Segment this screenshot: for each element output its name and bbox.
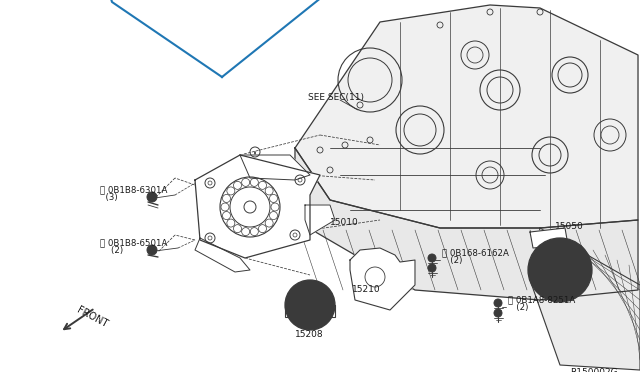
Circle shape <box>428 254 436 262</box>
Circle shape <box>147 245 157 255</box>
Text: (2): (2) <box>442 256 462 265</box>
Text: 15208: 15208 <box>295 330 324 339</box>
Text: Ⓑ 0B1B8-6501A: Ⓑ 0B1B8-6501A <box>100 238 168 247</box>
Circle shape <box>494 299 502 307</box>
Polygon shape <box>350 248 415 310</box>
Text: (3): (3) <box>100 193 118 202</box>
Text: 15210: 15210 <box>352 285 381 294</box>
Text: Ⓑ 0B1A8-8251A: Ⓑ 0B1A8-8251A <box>508 295 575 304</box>
Polygon shape <box>195 238 250 272</box>
Text: (2): (2) <box>508 303 529 312</box>
Polygon shape <box>195 155 320 258</box>
Polygon shape <box>295 148 638 300</box>
Circle shape <box>285 280 335 330</box>
Text: Ⓑ 0B168-6162A: Ⓑ 0B168-6162A <box>442 248 509 257</box>
Polygon shape <box>305 205 335 235</box>
Text: Ⓑ 0B1B8-6301A: Ⓑ 0B1B8-6301A <box>100 185 168 194</box>
Circle shape <box>528 238 592 302</box>
Text: SEE SEC(11): SEE SEC(11) <box>308 93 364 102</box>
Bar <box>285 305 335 317</box>
Text: 15010: 15010 <box>330 218 359 227</box>
Circle shape <box>428 264 436 272</box>
Polygon shape <box>530 228 640 370</box>
Text: FRONT: FRONT <box>75 305 109 330</box>
Polygon shape <box>295 5 638 228</box>
Text: 15050: 15050 <box>555 222 584 231</box>
Text: (2): (2) <box>100 246 123 255</box>
Circle shape <box>494 309 502 317</box>
Text: R150002G: R150002G <box>570 368 618 372</box>
Circle shape <box>147 192 157 202</box>
Polygon shape <box>240 155 310 180</box>
Polygon shape <box>530 228 568 248</box>
